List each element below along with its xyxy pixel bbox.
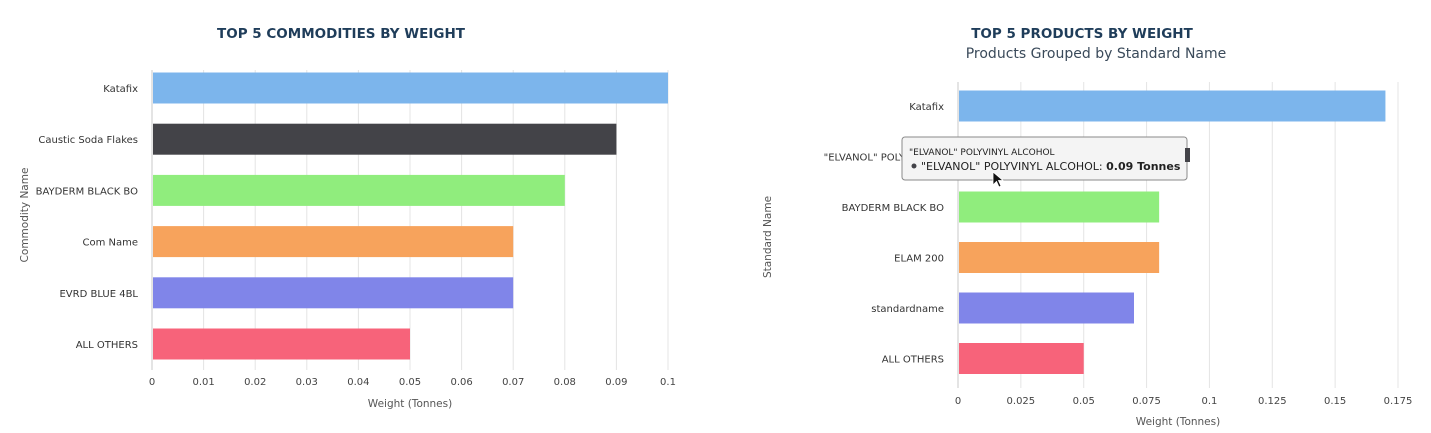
bar[interactable] (959, 90, 1386, 122)
chart-title: TOP 5 COMMODITIES BY WEIGHT (217, 26, 466, 42)
x-tick-label: 0.125 (1258, 396, 1287, 407)
bar[interactable] (153, 72, 668, 104)
x-tick-label: 0.01 (192, 377, 214, 388)
category-label: BAYDERM BLACK BO (842, 203, 945, 214)
tooltip-header: "ELVANOL" POLYVINYL ALCOHOL (909, 148, 1055, 158)
x-tick-label: 0.04 (347, 377, 369, 388)
x-tick-label: 0.1 (660, 377, 676, 388)
tooltip-box (901, 136, 1188, 181)
x-tick-label: 0.09 (605, 377, 627, 388)
tooltip: "ELVANOL" POLYVINYL ALCOHOL "ELVANOL" POL… (901, 136, 1190, 188)
category-label: Katafix (909, 102, 944, 113)
x-tick-label: 0.025 (1007, 396, 1036, 407)
category-label: BAYDERM BLACK BO (36, 186, 139, 197)
x-tick-label: 0.175 (1384, 396, 1413, 407)
x-tick-label: 0.15 (1324, 396, 1346, 407)
category-label: Com Name (82, 238, 138, 249)
x-tick-label: 0 (149, 377, 155, 388)
x-tick-label: 0.05 (1073, 396, 1095, 407)
chart-title: TOP 5 PRODUCTS BY WEIGHT (971, 26, 1193, 42)
x-tick-label: 0.06 (450, 377, 472, 388)
x-axis-title: Weight (Tonnes) (368, 398, 452, 410)
bar[interactable] (153, 226, 514, 258)
mouse-cursor-icon (992, 171, 1005, 188)
chart-1: TOP 5 COMMODITIES BY WEIGHT 0 0.01 0.02 0.03… (19, 26, 676, 410)
x-tick-label: 0.03 (296, 377, 318, 388)
tooltip-series-name: "ELVANOL" POLYVINYL ALCOHOL: (921, 160, 1106, 173)
x-tick-label: 0.02 (244, 377, 266, 388)
tooltip-body: "ELVANOL" POLYVINYL ALCOHOL: 0.09 Tonnes (921, 160, 1181, 173)
y-axis-title: Standard Name (762, 196, 774, 278)
bar[interactable] (153, 174, 565, 206)
bar[interactable] (153, 328, 410, 360)
chart-2: TOP 5 PRODUCTS BY WEIGHT Products Grouped… (762, 26, 1412, 428)
category-label: ALL OTHERS (882, 355, 944, 366)
bar[interactable] (153, 123, 617, 155)
chart-subtitle: Products Grouped by Standard Name (966, 46, 1227, 62)
tooltip-value: 0.09 Tonnes (1106, 160, 1181, 173)
tooltip-pointer (1185, 148, 1190, 162)
bar[interactable] (959, 191, 1160, 223)
category-label: ALL OTHERS (76, 340, 138, 351)
tooltip-series-dot (911, 163, 917, 169)
x-tick-label: 0.07 (502, 377, 524, 388)
x-tick-label: 0.08 (554, 377, 576, 388)
x-axis-title: Weight (Tonnes) (1136, 416, 1220, 428)
category-label: ELAM 200 (894, 254, 944, 265)
x-tick-label: 0.05 (399, 377, 421, 388)
y-axis-title: Commodity Name (19, 168, 31, 263)
bar[interactable] (959, 292, 1134, 324)
category-label: Katafix (103, 84, 138, 95)
x-tick-label: 0.1 (1201, 396, 1217, 407)
x-tick-label: 0 (955, 396, 961, 407)
category-label: Caustic Soda Flakes (38, 135, 138, 146)
x-tick-label: 0.075 (1132, 396, 1161, 407)
category-label: standardname (871, 304, 944, 315)
bar[interactable] (959, 242, 1160, 273)
bar[interactable] (153, 277, 514, 309)
category-label: "ELVANOL" POLYVINYL A (824, 153, 945, 164)
bar[interactable] (959, 343, 1084, 374)
category-label: EVRD BLUE 4BL (59, 289, 138, 300)
